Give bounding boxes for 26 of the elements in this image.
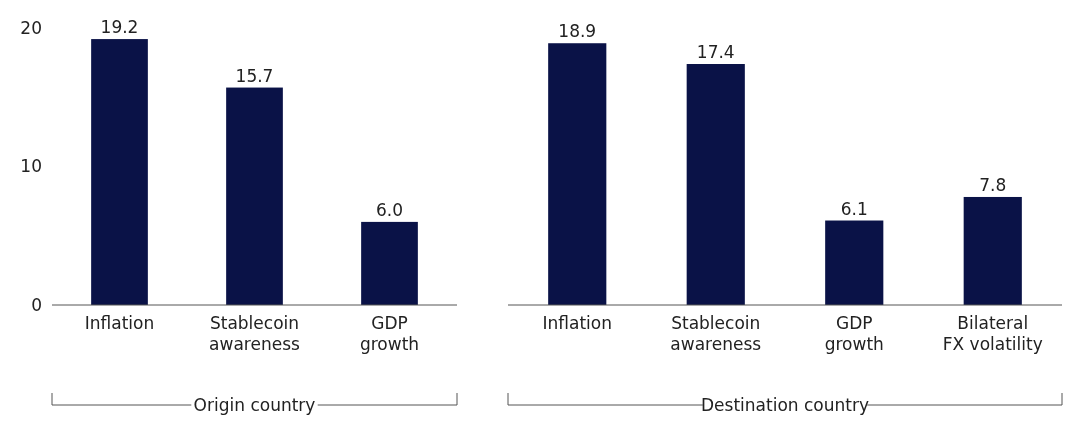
y-tick-label: 10: [20, 156, 42, 177]
data-label: 15.7: [235, 65, 274, 86]
data-label: 17.4: [696, 42, 735, 63]
data-label: 6.1: [840, 198, 868, 219]
data-label: 6.0: [375, 199, 404, 220]
bar: [686, 64, 745, 305]
y-tick-label: 0: [31, 294, 42, 315]
x-tick-label: Stablecoin awareness: [670, 313, 762, 354]
data-label: 7.8: [979, 174, 1007, 195]
bar: [226, 87, 283, 305]
bar: [91, 39, 148, 305]
bar: [361, 221, 418, 305]
x-tick-label: Stablecoin awareness: [209, 313, 301, 354]
x-axis-title: Destination country: [701, 394, 869, 415]
x-tick-label: Bilateral FX volatility: [942, 313, 1043, 354]
data-label: 18.9: [558, 21, 597, 42]
bar: [548, 43, 607, 305]
x-tick-label: GDP growth: [824, 313, 884, 354]
data-label: 19.2: [100, 17, 139, 38]
bar: [825, 220, 884, 305]
x-tick-label: Inflation: [84, 313, 155, 333]
x-tick-label: GDP growth: [359, 313, 420, 354]
x-axis-title: Origin country: [193, 394, 316, 415]
x-tick-label: Inflation: [542, 313, 612, 333]
y-tick-label: 20: [20, 17, 42, 38]
bar: [963, 196, 1022, 305]
